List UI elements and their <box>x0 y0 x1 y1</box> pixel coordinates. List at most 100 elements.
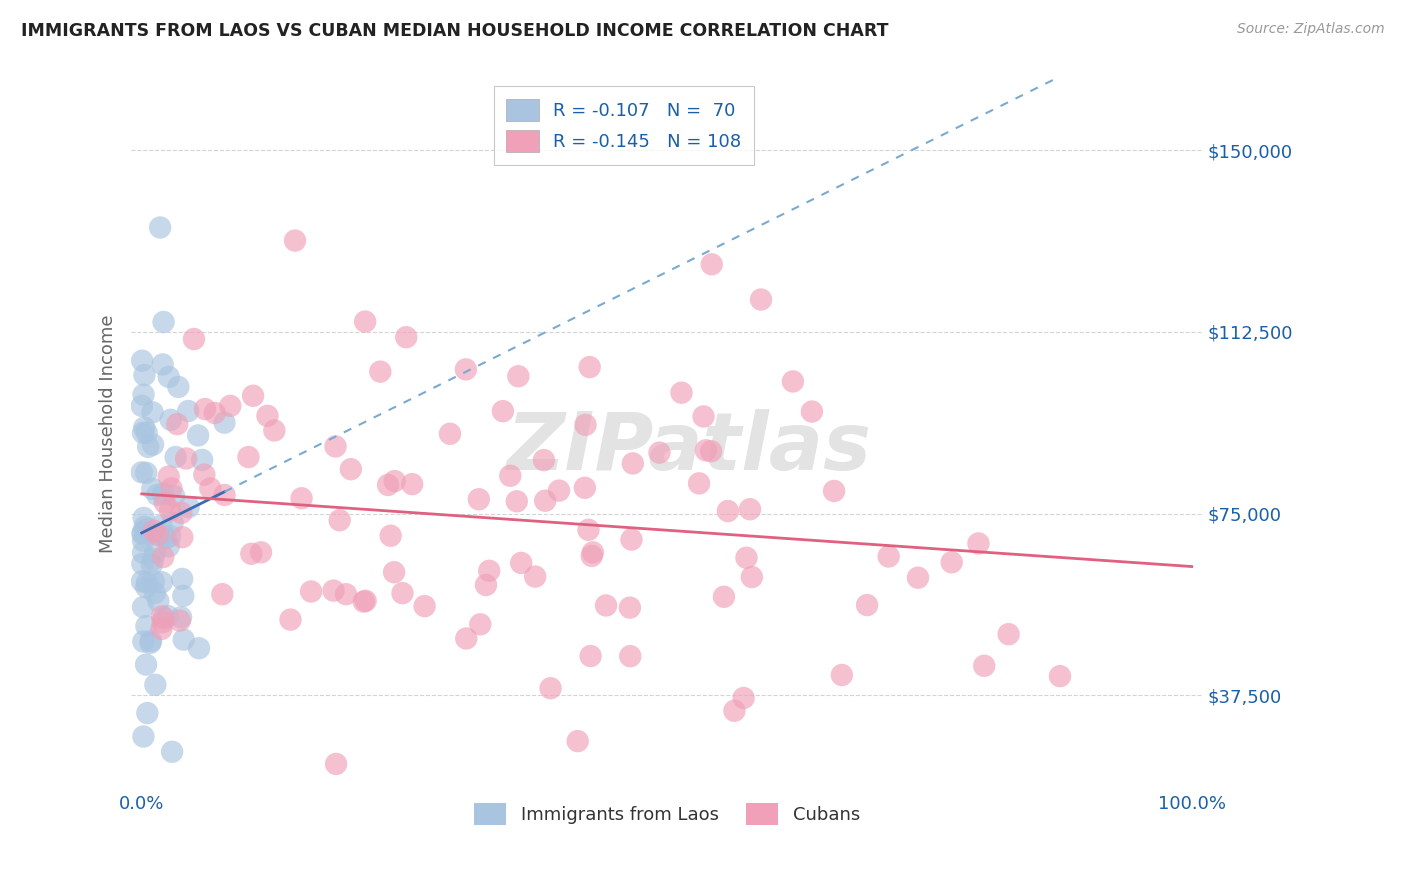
Point <box>136 522 159 536</box>
Point <box>139 634 162 648</box>
Point <box>263 424 285 438</box>
Point <box>177 404 200 418</box>
Text: ZIPatlas: ZIPatlas <box>506 409 870 487</box>
Point <box>188 641 211 656</box>
Point <box>152 486 174 500</box>
Point <box>136 706 159 720</box>
Point <box>183 332 205 346</box>
Point <box>688 476 710 491</box>
Point <box>238 450 260 464</box>
Point <box>470 617 492 632</box>
Point <box>508 369 530 384</box>
Point <box>152 358 174 372</box>
Point <box>499 468 522 483</box>
Point <box>131 399 153 413</box>
Y-axis label: Median Household Income: Median Household Income <box>100 314 117 553</box>
Point <box>131 557 153 571</box>
Point <box>174 451 197 466</box>
Point <box>172 572 194 586</box>
Point <box>155 532 177 546</box>
Point <box>131 353 153 368</box>
Point <box>135 619 157 633</box>
Point <box>142 552 165 566</box>
Point <box>132 511 155 525</box>
Point <box>648 445 671 459</box>
Point <box>142 574 165 589</box>
Point <box>595 599 617 613</box>
Point <box>454 362 477 376</box>
Point <box>823 483 845 498</box>
Point <box>131 574 153 589</box>
Point <box>152 549 174 564</box>
Point <box>413 599 436 614</box>
Point <box>581 549 603 563</box>
Point <box>335 587 357 601</box>
Point <box>135 466 157 480</box>
Point <box>579 648 602 663</box>
Point <box>468 492 491 507</box>
Point <box>148 594 170 608</box>
Point <box>159 503 181 517</box>
Point <box>214 416 236 430</box>
Point <box>142 437 165 451</box>
Point <box>142 524 165 538</box>
Point <box>240 547 263 561</box>
Point <box>492 404 515 418</box>
Point <box>159 413 181 427</box>
Point <box>567 734 589 748</box>
Point <box>169 614 191 628</box>
Point <box>401 477 423 491</box>
Point <box>941 555 963 569</box>
Point <box>157 370 180 384</box>
Point <box>242 389 264 403</box>
Point <box>200 481 222 495</box>
Point <box>160 481 183 495</box>
Point <box>150 609 173 624</box>
Point <box>907 571 929 585</box>
Point <box>325 439 347 453</box>
Point <box>439 426 461 441</box>
Point <box>741 570 763 584</box>
Point <box>134 368 156 383</box>
Point <box>377 478 399 492</box>
Point <box>134 420 156 434</box>
Point <box>782 375 804 389</box>
Point <box>578 360 600 375</box>
Point <box>540 681 562 696</box>
Point <box>160 745 183 759</box>
Point <box>735 550 758 565</box>
Point <box>733 691 755 706</box>
Point <box>354 594 377 608</box>
Point <box>211 587 233 601</box>
Point <box>146 528 169 542</box>
Point <box>172 589 194 603</box>
Point <box>382 565 405 579</box>
Point <box>574 417 596 432</box>
Point <box>187 428 209 442</box>
Point <box>132 634 155 648</box>
Point <box>723 704 745 718</box>
Point <box>167 380 190 394</box>
Point <box>132 525 155 540</box>
Point <box>340 462 363 476</box>
Point <box>132 533 155 548</box>
Point <box>671 385 693 400</box>
Point <box>142 405 165 419</box>
Point <box>146 488 169 502</box>
Point <box>578 523 600 537</box>
Point <box>831 668 853 682</box>
Point <box>172 530 194 544</box>
Point <box>165 450 187 464</box>
Point <box>143 678 166 692</box>
Legend: Immigrants from Laos, Cubans: Immigrants from Laos, Cubans <box>464 794 869 834</box>
Point <box>1049 669 1071 683</box>
Point <box>214 488 236 502</box>
Point <box>150 518 173 533</box>
Point <box>738 502 761 516</box>
Point <box>157 539 180 553</box>
Point <box>700 444 723 458</box>
Point <box>132 425 155 440</box>
Point <box>143 545 166 559</box>
Point <box>290 491 312 506</box>
Point <box>856 598 879 612</box>
